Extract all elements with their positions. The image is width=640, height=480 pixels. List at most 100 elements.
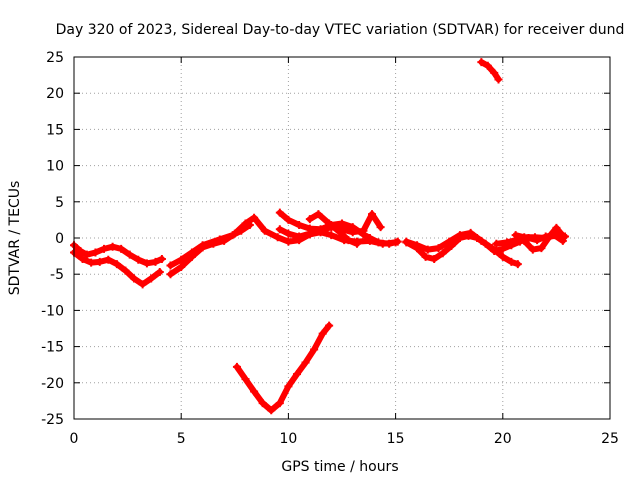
y-tick-label: 10 [46, 159, 64, 175]
data-point [368, 210, 377, 219]
series-trace-k [511, 231, 569, 242]
data-point [237, 226, 246, 235]
data-point [466, 228, 475, 237]
data-point [305, 229, 314, 238]
data-point [327, 231, 336, 240]
data-point [108, 242, 117, 251]
data-point [166, 261, 175, 270]
data-point [157, 254, 166, 263]
data-point [537, 244, 546, 253]
data-point [82, 250, 91, 259]
data-point [402, 237, 411, 246]
data-point [498, 252, 507, 261]
series-line [233, 322, 333, 414]
data-point [314, 210, 323, 219]
axis-ticks: 0 5 10 15 20 25 25 20 15 10 5 0 -5 -10 -15 -20 -25 [41, 50, 619, 447]
series-trace-i [402, 228, 522, 269]
data-point [455, 231, 464, 240]
data-series [70, 58, 569, 415]
data-point [552, 231, 561, 240]
data-point [477, 58, 486, 67]
data-point [155, 268, 164, 277]
data-point [430, 254, 439, 263]
data-point [177, 262, 186, 271]
y-tick-label: -15 [41, 340, 64, 356]
data-point [520, 233, 529, 242]
data-point [541, 234, 550, 242]
data-point [91, 248, 100, 257]
data-point [318, 329, 327, 338]
y-tick-label: -20 [41, 376, 64, 392]
data-point [125, 250, 134, 259]
x-tick-label: 0 [70, 431, 79, 447]
data-point [228, 231, 237, 240]
data-point [374, 238, 383, 247]
data-point [477, 236, 486, 245]
data-point [511, 231, 520, 240]
data-point [95, 257, 104, 266]
data-point [365, 234, 374, 242]
data-point [284, 382, 293, 391]
data-point [142, 259, 151, 268]
data-point [344, 236, 353, 245]
data-point [284, 229, 293, 238]
data-point [552, 223, 561, 232]
data-point [492, 239, 501, 248]
x-tick-label: 15 [387, 431, 405, 447]
series-line [478, 59, 502, 83]
data-point [438, 249, 447, 258]
data-point [121, 266, 130, 275]
data-point [513, 260, 522, 269]
data-point [198, 241, 207, 250]
series-trace-g [305, 210, 362, 248]
data-point [260, 226, 269, 235]
data-point [385, 239, 394, 248]
data-point [250, 387, 259, 396]
data-point [528, 245, 537, 254]
data-point [232, 362, 241, 371]
x-tick-label: 25 [601, 431, 619, 447]
data-point [275, 208, 284, 217]
y-tick-label: -5 [50, 267, 64, 283]
data-point [87, 258, 96, 267]
y-tick-label: 15 [46, 122, 64, 138]
data-point [325, 321, 334, 330]
data-point [112, 260, 121, 269]
data-point [421, 252, 430, 261]
data-point [423, 245, 432, 254]
data-point [177, 255, 186, 264]
y-tick-label: 5 [55, 195, 64, 211]
y-tick-label: 0 [55, 231, 64, 247]
data-point [130, 274, 139, 283]
data-point [434, 244, 443, 253]
data-point [273, 233, 282, 242]
y-tick-label: 25 [46, 50, 64, 66]
data-point [245, 220, 254, 229]
x-tick-label: 10 [279, 431, 297, 447]
data-point [393, 237, 402, 246]
data-point [507, 257, 516, 266]
x-tick-label: 5 [177, 431, 186, 447]
data-point [241, 375, 250, 384]
data-point [147, 274, 156, 283]
data-point [316, 226, 325, 235]
data-point [503, 238, 512, 247]
data-point [250, 213, 259, 222]
data-point [100, 244, 109, 253]
data-point [295, 220, 304, 229]
data-point [348, 228, 357, 237]
data-point [138, 280, 147, 289]
series-trace-d [166, 220, 254, 270]
data-point [104, 255, 113, 264]
data-point [117, 244, 126, 253]
data-point [292, 370, 301, 379]
data-point [151, 257, 160, 266]
data-point [284, 237, 293, 246]
data-point [301, 358, 310, 367]
series-trace-b [70, 248, 164, 289]
x-tick-label: 20 [494, 431, 512, 447]
data-point [275, 399, 284, 408]
data-point [359, 226, 368, 235]
data-point [275, 225, 284, 234]
